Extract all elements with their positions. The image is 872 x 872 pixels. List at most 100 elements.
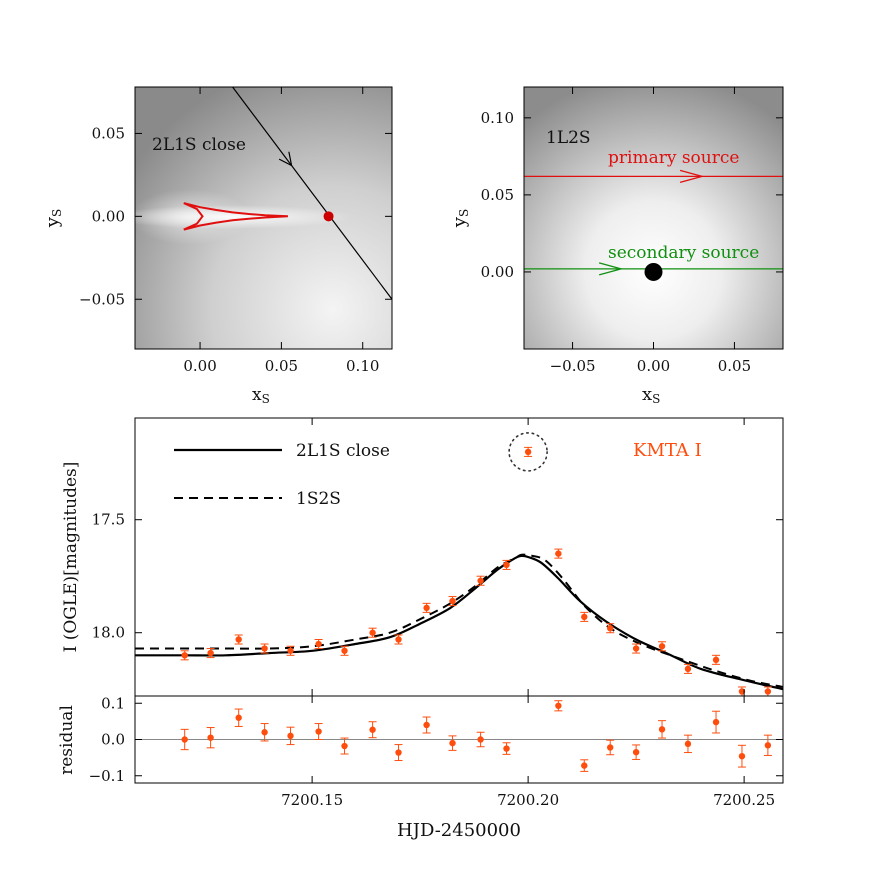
legend-2l1s-label: 2L1S close xyxy=(296,441,390,461)
x-tick-label: 7200.15 xyxy=(281,791,343,809)
y-tick-label: 0.05 xyxy=(92,124,125,142)
legend-1s2s-label: 1S2S xyxy=(296,489,341,509)
data-point xyxy=(712,656,720,664)
residual-point xyxy=(738,752,746,760)
data-point xyxy=(207,649,214,657)
data-point xyxy=(581,613,588,621)
y-tick-label: 0.1 xyxy=(101,694,125,712)
panel2-xlabel: xS xyxy=(642,384,660,406)
x-tick-label: 0.05 xyxy=(718,357,751,375)
residual-point xyxy=(341,742,348,750)
residual-point xyxy=(395,749,402,756)
residual-y-ticks: −0.1 0.0 0.1 xyxy=(89,694,783,785)
residual-xlabel: HJD-2450000 xyxy=(397,820,521,841)
magnification-map-background xyxy=(524,87,783,349)
y-tick-label: 0.05 xyxy=(481,186,514,204)
residual-point xyxy=(207,734,214,741)
lightcurve-points xyxy=(180,432,772,696)
panel2-ylabel: yS xyxy=(449,209,471,228)
secondary-arrow xyxy=(598,262,624,276)
residual-point xyxy=(449,739,456,747)
y-tick-label: −0.1 xyxy=(89,767,125,785)
panel-residuals: 7200.15 7200.20 7200.25 −0.1 0.0 0.1 residua… xyxy=(57,694,784,841)
residual-point xyxy=(684,740,692,748)
x-tick-label: 0.10 xyxy=(346,357,379,375)
residual-points xyxy=(180,700,772,772)
y-tick-label: 17.5 xyxy=(92,511,125,529)
data-point xyxy=(449,597,456,605)
residual-point xyxy=(555,702,562,709)
secondary-source-label: secondary source xyxy=(608,243,759,263)
primary-arrow xyxy=(679,169,705,184)
residual-point xyxy=(658,726,666,733)
data-point xyxy=(503,561,510,569)
panel-light-curve: 17.5 18.0 2L1S close 1S2S KMTA I I (OGLE)… xyxy=(61,417,784,697)
x-tick-label: 0.00 xyxy=(183,357,216,375)
panel2-title: 1L2S xyxy=(546,128,591,148)
residual-point xyxy=(235,714,242,721)
x-tick-label: 0.05 xyxy=(265,357,298,375)
lightcurve-frame xyxy=(134,417,784,697)
y-tick-label: 0.0 xyxy=(101,731,125,749)
panel2-y-ticks: 0.00 0.05 0.10 xyxy=(481,109,783,281)
x-tick-label: 7200.20 xyxy=(497,791,559,809)
panel1-x-ticks: 0.00 0.05 0.10 xyxy=(183,87,379,375)
model-2l1s-curve xyxy=(135,554,783,691)
y-tick-label: −0.05 xyxy=(79,290,125,308)
outlier-circle xyxy=(508,432,548,472)
data-point xyxy=(235,636,242,643)
x-tick-label: 7200.25 xyxy=(713,791,775,809)
source-trajectory xyxy=(232,87,392,300)
panel2-x-ticks: −0.05 0.00 0.05 xyxy=(550,87,751,375)
residual-point xyxy=(632,748,640,756)
panel1-y-ticks: −0.05 0.00 0.05 xyxy=(79,124,392,308)
data-point xyxy=(658,643,666,650)
residual-x-ticks: 7200.15 7200.20 7200.25 xyxy=(281,696,775,809)
data-point xyxy=(369,629,376,636)
data-point xyxy=(632,645,640,652)
data-point xyxy=(315,640,322,648)
panel1-ylabel: yS xyxy=(42,209,64,228)
y-tick-label: 0.00 xyxy=(92,207,125,225)
residual-point xyxy=(287,732,294,740)
x-tick-label: −0.05 xyxy=(550,357,596,375)
panel-1l2s: −0.05 0.00 0.05 0.00 0.05 0.10 1L2S primary … xyxy=(449,86,784,406)
panel1-title: 2L1S close xyxy=(152,135,246,155)
lens-position xyxy=(644,262,663,281)
data-point xyxy=(738,688,746,695)
residual-point xyxy=(764,742,772,749)
trajectory-arrow xyxy=(278,151,293,167)
residual-point xyxy=(181,736,188,743)
panel-2l1s-close: 0.00 0.05 0.10 −0.05 0.00 0.05 2L1S close xS… xyxy=(42,86,393,406)
dataset-label: KMTA I xyxy=(633,440,702,461)
residual-point xyxy=(315,728,322,735)
data-point xyxy=(341,647,348,654)
data-point xyxy=(181,652,188,659)
y-tick-label: 0.10 xyxy=(481,109,514,127)
data-point xyxy=(555,550,562,557)
residual-point xyxy=(581,762,588,769)
primary-source-label: primary source xyxy=(608,148,739,168)
panel1-xlabel: xS xyxy=(252,385,270,406)
x-tick-label: 0.00 xyxy=(637,357,670,375)
caustic-curve xyxy=(183,202,288,231)
data-point xyxy=(524,448,532,456)
lightcurve-y-ticks: 17.5 18.0 xyxy=(92,511,783,642)
source-position xyxy=(323,211,334,222)
residual-point xyxy=(369,726,376,733)
data-point xyxy=(287,647,294,654)
residual-point xyxy=(423,721,430,729)
y-tick-label: 0.00 xyxy=(481,263,514,281)
residual-ylabel: residual xyxy=(57,705,77,775)
residual-point xyxy=(477,736,484,743)
lightcurve-ylabel: I (OGLE)[magnitudes] xyxy=(61,462,81,653)
panel1-frame xyxy=(134,86,393,350)
y-tick-label: 18.0 xyxy=(92,624,125,642)
data-point xyxy=(261,645,268,652)
caustic-glow-inner xyxy=(135,189,250,245)
residual-point xyxy=(261,729,268,736)
residual-point xyxy=(712,718,720,726)
data-point xyxy=(684,665,692,673)
residual-point xyxy=(503,745,510,752)
